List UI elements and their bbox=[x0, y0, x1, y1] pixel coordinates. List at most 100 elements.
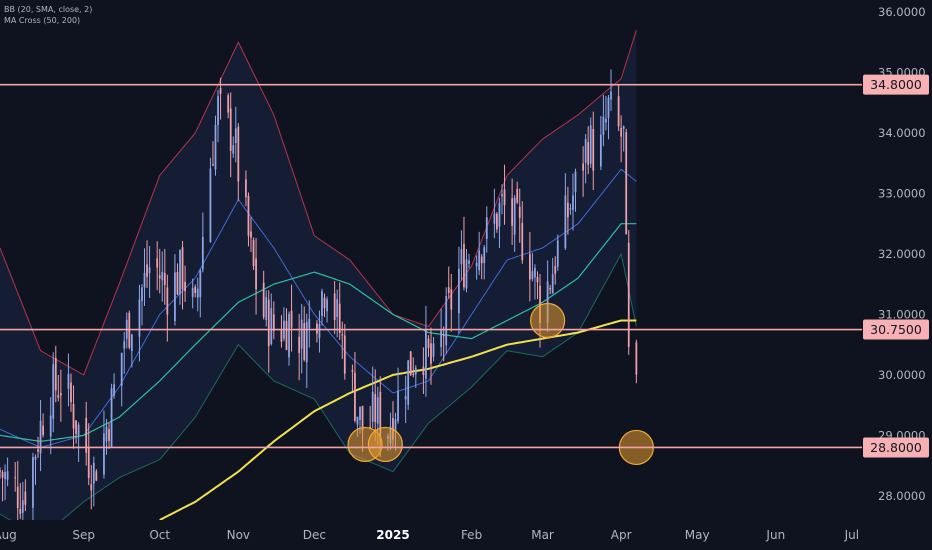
candle-body bbox=[539, 285, 541, 324]
candle-body bbox=[407, 360, 410, 405]
level-price-badge bbox=[863, 437, 929, 458]
candle-body bbox=[493, 213, 496, 224]
plot-area bbox=[0, 30, 654, 520]
x-tick-label: Nov bbox=[227, 528, 250, 542]
candle-body bbox=[42, 425, 44, 436]
candle-body bbox=[308, 318, 311, 329]
x-tick-label: Mar bbox=[531, 528, 554, 542]
candle-body bbox=[184, 281, 186, 292]
candle-body bbox=[404, 396, 407, 400]
candle-body bbox=[161, 271, 164, 281]
candle-body bbox=[303, 323, 306, 360]
candle-body bbox=[67, 373, 70, 389]
candle-body bbox=[14, 477, 17, 479]
candle-body bbox=[75, 420, 77, 434]
candle-body bbox=[59, 392, 62, 396]
candle-body bbox=[262, 282, 265, 318]
candle-body bbox=[567, 202, 569, 218]
candle-body bbox=[442, 334, 445, 337]
y-tick-label: 36.0000 bbox=[878, 5, 926, 19]
x-tick-label: Jun bbox=[765, 528, 785, 542]
candle-body bbox=[551, 274, 554, 294]
candle-body bbox=[146, 264, 148, 277]
candle-body bbox=[412, 373, 415, 375]
candle-body bbox=[219, 88, 222, 94]
candle-body bbox=[627, 242, 630, 347]
candle-body bbox=[120, 352, 123, 386]
candle-body bbox=[376, 397, 379, 424]
candle-body bbox=[32, 456, 34, 508]
y-tick-label: 31.0000 bbox=[878, 307, 926, 321]
candle-body bbox=[199, 270, 202, 298]
bb-lower-line bbox=[0, 252, 637, 520]
candle-body bbox=[1, 472, 4, 478]
candle-body bbox=[617, 96, 620, 127]
candle-body bbox=[245, 179, 247, 198]
candle-body bbox=[105, 426, 108, 442]
candle-body bbox=[554, 265, 557, 274]
level-price-label: 34.8000 bbox=[870, 77, 922, 92]
candle-body bbox=[39, 420, 42, 454]
candle-body bbox=[447, 287, 450, 293]
candle-body bbox=[625, 132, 628, 235]
candle-body bbox=[280, 330, 283, 342]
candle-body bbox=[521, 223, 524, 261]
candle-body bbox=[229, 108, 232, 151]
candle-body bbox=[531, 271, 534, 279]
candle-body bbox=[478, 250, 481, 271]
candle-body bbox=[622, 126, 625, 129]
candle-body bbox=[341, 334, 344, 336]
candle-body bbox=[450, 289, 453, 310]
candle-body bbox=[143, 272, 146, 288]
candle-body bbox=[485, 217, 488, 239]
candle-body bbox=[6, 471, 9, 480]
candle-body bbox=[635, 342, 638, 375]
candle-body bbox=[369, 426, 372, 428]
candle-body bbox=[212, 164, 214, 166]
candle-body bbox=[272, 314, 275, 331]
candle-body bbox=[483, 247, 486, 264]
candle-body bbox=[498, 203, 501, 227]
candle-body bbox=[252, 239, 255, 267]
candle-body bbox=[549, 288, 552, 290]
candle-body bbox=[24, 491, 27, 505]
candle-body bbox=[141, 287, 143, 301]
candle-body bbox=[564, 195, 567, 249]
candle-body bbox=[501, 193, 503, 197]
candle-body bbox=[465, 259, 468, 289]
legend-bb: BB (20, SMA, close, 2) bbox=[4, 5, 93, 14]
candle-body bbox=[181, 247, 184, 290]
candle-body bbox=[397, 390, 399, 422]
candle-body bbox=[592, 129, 595, 171]
level-price-badge bbox=[863, 74, 929, 95]
candle-body bbox=[546, 281, 549, 323]
candle-body bbox=[92, 462, 95, 484]
candle-body bbox=[475, 263, 478, 267]
candle-body bbox=[196, 288, 199, 298]
candle-body bbox=[333, 293, 336, 321]
candle-body bbox=[326, 299, 328, 312]
candle-body bbox=[191, 287, 194, 297]
y-tick-label: 33.0000 bbox=[878, 186, 926, 200]
candle-body bbox=[338, 303, 341, 333]
candle-body bbox=[247, 195, 250, 236]
candle-body bbox=[513, 197, 516, 235]
bb-band-fill bbox=[0, 30, 637, 520]
candle-body bbox=[414, 367, 417, 375]
candle-body bbox=[179, 250, 181, 295]
candle-body bbox=[130, 334, 133, 352]
candle-body bbox=[374, 393, 377, 422]
candle-body bbox=[57, 395, 60, 398]
candle-body bbox=[158, 275, 161, 279]
candle-body bbox=[574, 171, 577, 192]
candle-body bbox=[163, 272, 166, 286]
candle-body bbox=[359, 406, 361, 421]
candle-body bbox=[356, 416, 359, 425]
candle-body bbox=[270, 308, 273, 345]
candle-body bbox=[148, 267, 151, 274]
candle-body bbox=[316, 323, 318, 334]
candle-body bbox=[267, 299, 270, 347]
candle-body bbox=[445, 295, 448, 346]
